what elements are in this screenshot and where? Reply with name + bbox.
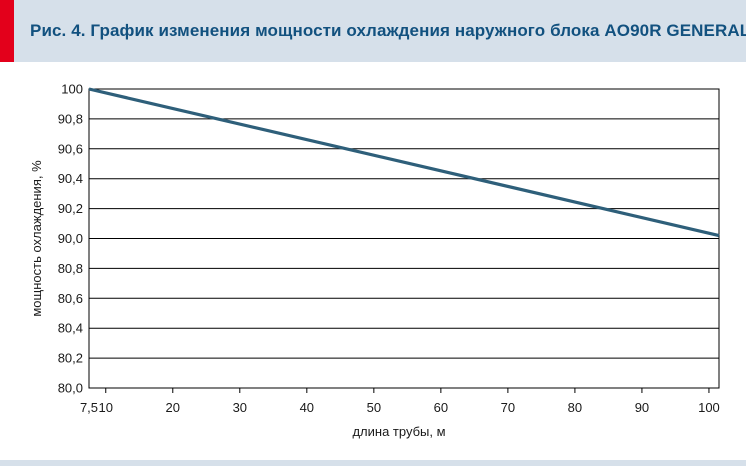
y-tick-label: 80,6 xyxy=(58,291,83,306)
y-tick-label: 90,0 xyxy=(58,231,83,246)
x-tick-label: 100 xyxy=(698,400,720,415)
figure-title: Рис. 4. График изменения мощности охлажд… xyxy=(30,21,746,40)
x-tick-label: 40 xyxy=(300,400,314,415)
y-tick-label: 90,2 xyxy=(58,201,83,216)
y-tick-label: 80,2 xyxy=(58,351,83,366)
y-tick-label: 80,8 xyxy=(58,261,83,276)
x-axis-label: длина трубы, м xyxy=(352,424,445,439)
header-band xyxy=(0,0,746,62)
x-tick-label: 90 xyxy=(635,400,649,415)
x-tick-label: 30 xyxy=(233,400,247,415)
y-axis-label: мощность охлаждения, % xyxy=(29,160,44,317)
y-tick-label: 90,4 xyxy=(58,171,83,186)
x-tick-label: 50 xyxy=(367,400,381,415)
x-tick-label: 10 xyxy=(99,400,113,415)
y-tick-label: 100 xyxy=(61,82,83,97)
footer-band xyxy=(0,460,746,466)
y-tick-label: 90,8 xyxy=(58,111,83,126)
x-tick-label: 70 xyxy=(501,400,515,415)
y-tick-label: 90,6 xyxy=(58,141,83,156)
x-tick-label: 20 xyxy=(166,400,180,415)
x-tick-label: 80 xyxy=(568,400,582,415)
y-tick-label: 80,0 xyxy=(58,381,83,396)
y-tick-label: 80,4 xyxy=(58,321,83,336)
series-line xyxy=(88,87,720,238)
x-tick-label: 60 xyxy=(434,400,448,415)
header-accent-bar xyxy=(0,0,14,62)
x-tick-label: 7,5 xyxy=(80,400,98,415)
